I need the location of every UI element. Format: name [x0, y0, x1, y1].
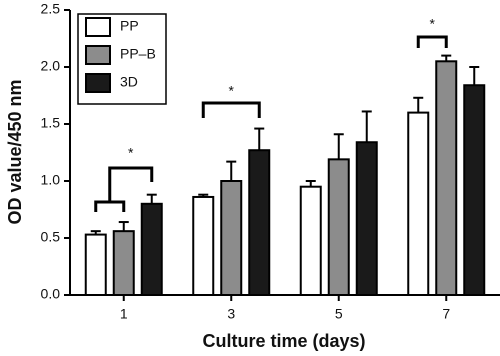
bar: [355, 141, 378, 296]
x-axis-title: Culture time (days): [202, 331, 365, 351]
legend-label: 3D: [120, 74, 138, 90]
bar: [463, 84, 486, 296]
y-tick-label: 0.0: [41, 286, 61, 302]
y-tick-label: 0.5: [41, 229, 61, 245]
significance-bracket: [416, 35, 448, 48]
bar: [84, 233, 107, 296]
x-tick-label: 5: [335, 306, 343, 322]
x-tick-label: 1: [120, 306, 128, 322]
significance-bracket: [108, 166, 154, 202]
significance-bracket: [201, 101, 261, 118]
bar: [327, 158, 350, 296]
significance-star: *: [229, 83, 235, 99]
legend-swatch: [85, 73, 111, 93]
bar: [140, 202, 163, 296]
bar: [248, 149, 271, 296]
legend-swatch: [85, 17, 111, 37]
bar: [299, 185, 322, 296]
y-tick-label: 1.0: [41, 172, 61, 188]
legend-swatch: [85, 45, 111, 65]
y-tick-label: 2.5: [41, 1, 61, 17]
legend-label: PP: [120, 18, 139, 34]
y-axis-title: OD value/450 nm: [5, 79, 25, 224]
bar: [112, 230, 135, 297]
significance-bracket: [94, 200, 126, 212]
bar: [220, 180, 243, 296]
bar: [435, 60, 458, 296]
y-tick-label: 1.5: [41, 115, 61, 131]
x-tick-label: 3: [227, 306, 235, 322]
legend-label: PP–B: [120, 46, 156, 62]
bar: [407, 111, 430, 296]
bar: [192, 195, 215, 297]
significance-star: *: [128, 145, 134, 161]
x-tick-label: 7: [442, 306, 450, 322]
significance-star: *: [430, 16, 436, 32]
y-tick-label: 2.0: [41, 58, 61, 74]
